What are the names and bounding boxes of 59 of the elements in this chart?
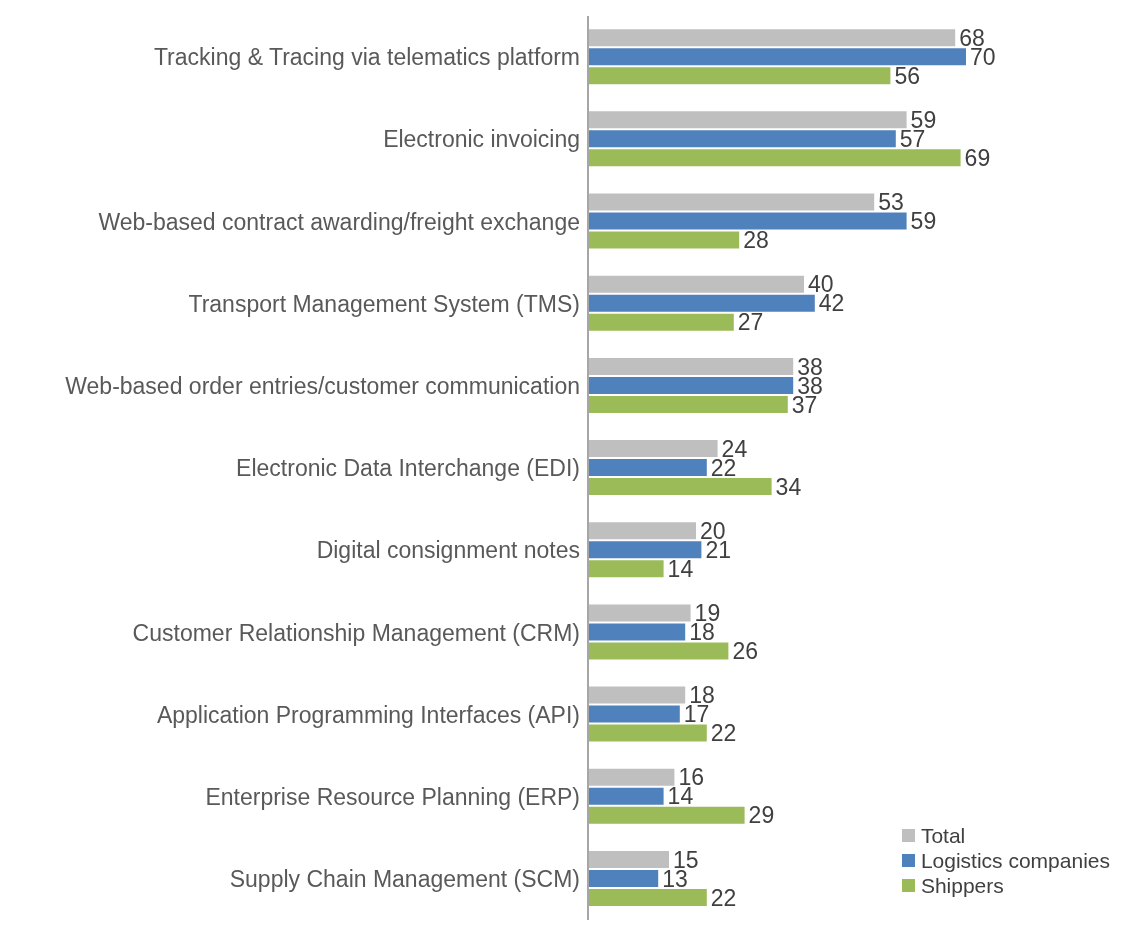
bar xyxy=(588,29,956,47)
bar xyxy=(588,231,740,249)
legend-label: Shippers xyxy=(920,873,1004,898)
data-label: 59 xyxy=(910,208,937,235)
bar xyxy=(588,541,702,559)
y-tick-label: Enterprise Resource Planning (ERP) xyxy=(205,783,580,810)
bar xyxy=(588,850,669,868)
y-tick-label: Electronic Data Interchange (EDI) xyxy=(236,455,580,482)
bar xyxy=(588,440,718,458)
y-tick-label: Transport Management System (TMS) xyxy=(188,290,580,317)
bar xyxy=(588,806,745,824)
bar xyxy=(588,357,794,375)
bar xyxy=(588,275,804,293)
y-tick-label: Tracking & Tracing via telematics platform xyxy=(153,44,580,71)
y-tick-label: Digital consignment notes xyxy=(316,537,580,564)
bar xyxy=(588,149,961,167)
data-label: 69 xyxy=(964,145,991,171)
bar xyxy=(588,130,896,148)
bar xyxy=(588,888,707,906)
bar xyxy=(588,522,696,540)
data-label: 29 xyxy=(748,802,775,829)
data-label: 22 xyxy=(710,720,737,747)
bar xyxy=(588,193,875,211)
bar xyxy=(588,212,907,230)
bar xyxy=(588,642,729,660)
y-tick-label: Web-based contract awarding/freight exchange xyxy=(98,208,580,235)
bar xyxy=(588,705,680,723)
bar xyxy=(588,604,691,622)
y-tick-label: Application Programming Interfaces (API) xyxy=(156,701,580,728)
bar xyxy=(588,376,794,394)
legend-label: Total xyxy=(920,823,966,848)
bar xyxy=(588,111,907,129)
bar xyxy=(588,560,664,578)
bar xyxy=(588,724,707,742)
y-tick-label: Web-based order entries/customer communication xyxy=(65,372,580,399)
bar xyxy=(588,294,815,312)
bar xyxy=(588,623,686,641)
bar xyxy=(588,768,675,786)
bar xyxy=(588,67,891,85)
bar xyxy=(588,313,734,331)
data-label: 28 xyxy=(743,227,769,254)
bar xyxy=(588,395,788,413)
data-label: 22 xyxy=(710,884,737,911)
data-label: 56 xyxy=(894,62,920,89)
data-label: 53 xyxy=(878,189,904,216)
bar xyxy=(588,869,659,887)
data-label: 26 xyxy=(732,638,758,665)
bar xyxy=(588,459,707,477)
bar xyxy=(588,478,772,496)
data-label: 14 xyxy=(667,555,694,582)
y-tick-label: Customer Relationship Management (CRM) xyxy=(132,619,580,646)
bar xyxy=(588,48,966,66)
y-tick-label: Supply Chain Management (SCM) xyxy=(229,866,580,893)
bar xyxy=(588,787,664,805)
data-label: 34 xyxy=(775,473,802,500)
y-tick-label: Electronic invoicing xyxy=(383,126,580,153)
bar xyxy=(588,686,686,704)
legend-label: Logistics companies xyxy=(920,848,1110,873)
data-label: 27 xyxy=(737,309,764,336)
